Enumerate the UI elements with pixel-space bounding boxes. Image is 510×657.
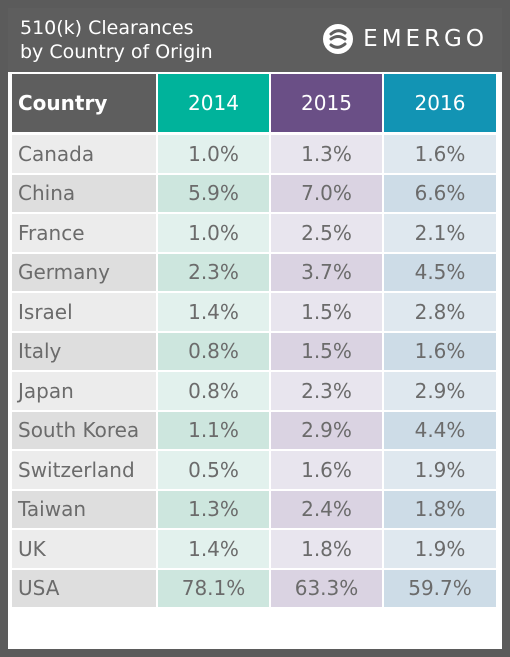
table-row: Taiwan 1.3% 2.4% 1.8% xyxy=(12,490,498,528)
data-table: Country 2014 2015 2016 Canada 1.0% 1.3% 1.6% Chi… xyxy=(12,74,498,609)
value-cell-y2016: 2.1% xyxy=(384,214,496,252)
value-cell-y2016: 4.5% xyxy=(384,253,496,291)
value-cell-y2016: 6.6% xyxy=(384,174,496,212)
value-cell-y2014: 1.0% xyxy=(158,135,269,173)
value-cell-y2016: 1.6% xyxy=(384,135,496,173)
value-cell-y2016: 2.8% xyxy=(384,293,496,331)
value-cell-y2016: 2.9% xyxy=(384,372,496,410)
table-row: South Korea 1.1% 2.9% 4.4% xyxy=(12,411,498,449)
value-cell-y2014: 1.1% xyxy=(158,411,269,449)
value-cell-y2015: 1.6% xyxy=(271,451,382,489)
country-cell: Israel xyxy=(12,293,156,331)
country-cell: China xyxy=(12,174,156,212)
table-row: Japan 0.8% 2.3% 2.9% xyxy=(12,372,498,410)
table-row: Italy 0.8% 1.5% 1.6% xyxy=(12,332,498,370)
table-title: 510(k) Clearances by Country of Origin xyxy=(20,17,213,63)
value-cell-y2014: 1.4% xyxy=(158,293,269,331)
country-cell: USA xyxy=(12,569,156,607)
table-row: China 5.9% 7.0% 6.6% xyxy=(12,174,498,212)
value-cell-y2015: 7.0% xyxy=(271,174,382,212)
value-cell-y2016: 1.9% xyxy=(384,451,496,489)
value-cell-y2014: 1.4% xyxy=(158,530,269,568)
table-row: France 1.0% 2.5% 2.1% xyxy=(12,214,498,252)
country-cell: Taiwan xyxy=(12,490,156,528)
country-cell: Canada xyxy=(12,135,156,173)
title-bar: 510(k) Clearances by Country of Origin E… xyxy=(8,8,502,72)
value-cell-y2015: 1.3% xyxy=(271,135,382,173)
value-cell-y2014: 0.8% xyxy=(158,372,269,410)
table-row: USA 78.1% 63.3% 59.7% xyxy=(12,569,498,607)
country-cell: Italy xyxy=(12,332,156,370)
value-cell-y2016: 1.9% xyxy=(384,530,496,568)
table-row: UK 1.4% 1.8% 1.9% xyxy=(12,530,498,568)
value-cell-y2014: 5.9% xyxy=(158,174,269,212)
table-row: Israel 1.4% 1.5% 2.8% xyxy=(12,293,498,331)
brand-name: EMERGO xyxy=(363,26,488,52)
country-cell: France xyxy=(12,214,156,252)
table-row: Switzerland 0.5% 1.6% 1.9% xyxy=(12,451,498,489)
country-cell: Japan xyxy=(12,372,156,410)
column-header-y2015: 2015 xyxy=(271,74,382,132)
value-cell-y2015: 1.5% xyxy=(271,332,382,370)
value-cell-y2015: 1.8% xyxy=(271,530,382,568)
country-cell: Switzerland xyxy=(12,451,156,489)
value-cell-y2015: 63.3% xyxy=(271,569,382,607)
table-row: Canada 1.0% 1.3% 1.6% xyxy=(12,135,498,173)
value-cell-y2015: 2.3% xyxy=(271,372,382,410)
brand-logo: EMERGO xyxy=(323,24,488,54)
value-cell-y2014: 78.1% xyxy=(158,569,269,607)
value-cell-y2015: 2.5% xyxy=(271,214,382,252)
value-cell-y2014: 1.0% xyxy=(158,214,269,252)
country-cell: South Korea xyxy=(12,411,156,449)
table-card: 510(k) Clearances by Country of Origin E… xyxy=(8,8,502,649)
value-cell-y2015: 3.7% xyxy=(271,253,382,291)
country-cell: Germany xyxy=(12,253,156,291)
value-cell-y2016: 1.6% xyxy=(384,332,496,370)
value-cell-y2014: 0.8% xyxy=(158,332,269,370)
emergo-logo-icon xyxy=(323,24,354,54)
value-cell-y2014: 2.3% xyxy=(158,253,269,291)
value-cell-y2014: 0.5% xyxy=(158,451,269,489)
value-cell-y2015: 1.5% xyxy=(271,293,382,331)
value-cell-y2016: 4.4% xyxy=(384,411,496,449)
value-cell-y2015: 2.9% xyxy=(271,411,382,449)
country-cell: UK xyxy=(12,530,156,568)
value-cell-y2014: 1.3% xyxy=(158,490,269,528)
column-header-country: Country xyxy=(12,74,156,132)
value-cell-y2016: 1.8% xyxy=(384,490,496,528)
column-header-y2014: 2014 xyxy=(158,74,269,132)
value-cell-y2016: 59.7% xyxy=(384,569,496,607)
value-cell-y2015: 2.4% xyxy=(271,490,382,528)
table-header-row: Country 2014 2015 2016 xyxy=(12,74,498,132)
table-row: Germany 2.3% 3.7% 4.5% xyxy=(12,253,498,291)
column-header-y2016: 2016 xyxy=(384,74,496,132)
